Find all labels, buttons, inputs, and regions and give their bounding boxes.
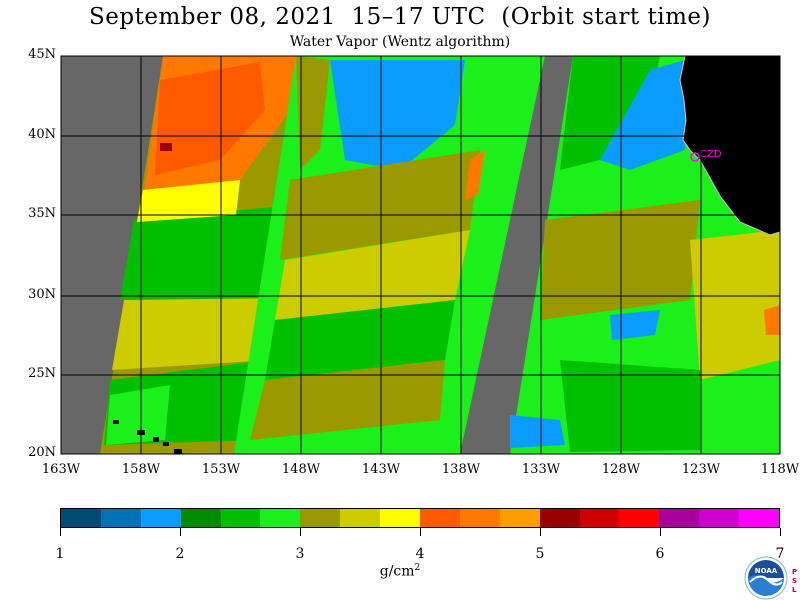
latitude-label: 25N	[28, 366, 56, 381]
longitude-label: 148W	[281, 462, 321, 477]
colorbar-segment	[659, 509, 700, 527]
psl-letter: P	[792, 568, 798, 576]
station-marker: CZD	[690, 149, 722, 162]
central-swath-olive-band	[280, 150, 480, 260]
colorbar-segment	[499, 509, 540, 527]
colorbar-segment	[180, 509, 221, 527]
longitude-label: 138W	[441, 462, 481, 477]
longitude-label: 133W	[521, 462, 561, 477]
map-title: September 08, 2021 15–17 UTC (Orbit star…	[89, 4, 711, 30]
colorbar-segment	[300, 509, 341, 527]
colorbar-units: g/cm2	[379, 563, 421, 580]
colorbar-segment	[619, 509, 660, 527]
latitude-label: 30N	[28, 287, 56, 302]
west-swath-red-spot	[160, 143, 172, 151]
colorbar-tick-mark	[660, 528, 661, 536]
colorbar-tick-label: 3	[295, 546, 305, 562]
colorbar-tick-label: 2	[175, 546, 185, 562]
west-swath-yellow-band	[112, 298, 282, 370]
latitude-label: 45N	[28, 47, 56, 62]
central-swath-yellow-band	[275, 230, 470, 320]
colorbar-tick-mark	[300, 528, 301, 536]
central-swath-orange-streak	[465, 150, 485, 200]
east-swath-blue-center	[610, 310, 660, 340]
longitude-label: 143W	[361, 462, 401, 477]
central-swath-olive-north	[296, 56, 330, 170]
colorbar-segment	[140, 509, 181, 527]
psl-letter: S	[792, 577, 798, 585]
longitude-label: 153W	[201, 462, 241, 477]
colorbar-segment	[699, 509, 740, 527]
east-swath-south-green	[560, 360, 700, 452]
colorbar-tick-label: 5	[535, 546, 545, 562]
colorbar-segment	[260, 509, 301, 527]
latitude-label: 35N	[28, 206, 56, 221]
longitude-label: 123W	[681, 462, 721, 477]
latitude-label: 40N	[28, 127, 56, 142]
land-north-america	[680, 56, 780, 235]
longitude-label: 128W	[601, 462, 641, 477]
east-swath-orange-east-edge	[764, 305, 780, 335]
colorbar-tick-mark	[420, 528, 421, 536]
colorbar-tick-mark	[780, 528, 781, 536]
central-swath-blue-north	[330, 60, 465, 170]
noaa-logo: NOAA	[744, 556, 788, 600]
colorbar-segment	[380, 509, 421, 527]
east-swath-blue-south	[510, 415, 565, 448]
colorbar-tick-label: 7	[775, 546, 785, 562]
colorbar-tick-mark	[540, 528, 541, 536]
west-swath-yellow-fringe	[137, 180, 240, 222]
colorbar-segment	[220, 509, 261, 527]
colorbar-segment	[340, 509, 381, 527]
colorbar-segment	[739, 509, 780, 527]
colorbar-segment	[61, 509, 101, 527]
central-swath-green-band	[265, 300, 455, 380]
central-swath-olive-south	[250, 360, 445, 440]
colorbar-segment	[100, 509, 141, 527]
colorbar-tick-mark	[180, 528, 181, 536]
east-swath-olive-southeast	[690, 230, 780, 380]
colorbar-tick-label: 1	[55, 546, 65, 562]
svg-text:NOAA: NOAA	[755, 567, 778, 575]
longitude-label: 118W	[760, 462, 800, 477]
colorbar-tick-label: 4	[415, 546, 425, 562]
latitude-label: 20N	[28, 445, 56, 460]
colorbar-tick-label: 6	[655, 546, 665, 562]
coastline	[679, 55, 781, 236]
west-swath-green-band	[120, 205, 296, 300]
svg-text:CZD: CZD	[700, 149, 722, 160]
colorbar-segment	[459, 509, 500, 527]
map-subtitle: Water Vapor (Wentz algorithm)	[289, 34, 511, 50]
colorbar-segment	[420, 509, 460, 527]
west-swath-bright-green	[106, 385, 170, 445]
west-swath-orange-core	[155, 62, 265, 175]
longitude-label: 163W	[41, 462, 81, 477]
map-frame	[60, 55, 781, 455]
psl-letter: L	[792, 586, 797, 594]
longitude-label: 158W	[121, 462, 161, 477]
colorbar-segment	[539, 509, 580, 527]
colorbar-tick-mark	[60, 528, 61, 536]
colorbar	[60, 508, 780, 528]
colorbar-segment	[579, 509, 620, 527]
east-swath-olive-center	[540, 200, 700, 320]
